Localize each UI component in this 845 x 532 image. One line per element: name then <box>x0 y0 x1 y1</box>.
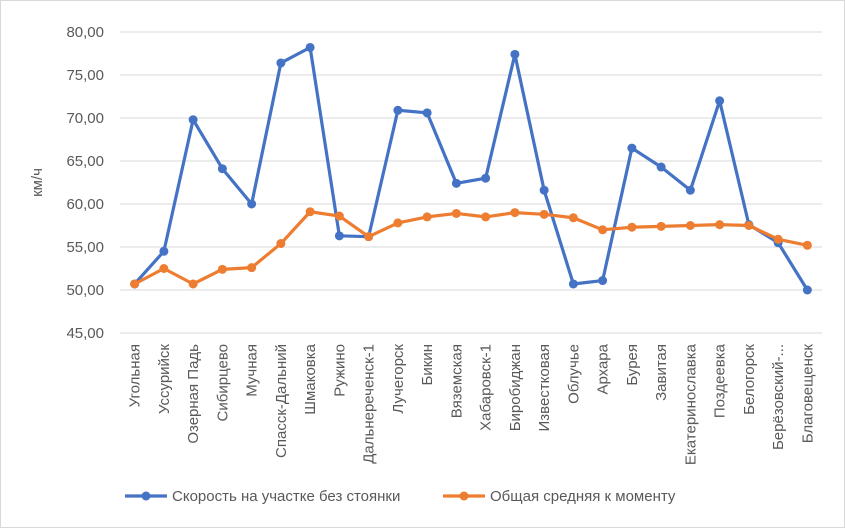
data-point <box>188 115 198 125</box>
y-tick-label: 65,00 <box>66 153 104 170</box>
data-point <box>130 279 140 289</box>
data-point <box>510 49 520 59</box>
legend: Скорость на участке без стоянки Общая сре… <box>125 488 676 505</box>
x-tick-label: Уссурийск <box>156 344 173 414</box>
y-axis-ticks: 45,00 50,00 55,00 60,00 65,00 70,00 75,00 80,00 <box>66 24 104 342</box>
x-tick-label: Дальнереченск-1 <box>361 344 378 464</box>
x-tick-label: Бурея <box>624 344 641 386</box>
x-tick-label: Вяземская <box>448 344 465 418</box>
data-point <box>451 208 461 218</box>
y-tick-label: 55,00 <box>66 239 104 256</box>
x-tick-label: Бикин <box>419 344 436 385</box>
data-point <box>627 143 637 153</box>
series-2 <box>130 207 812 289</box>
y-tick-label: 50,00 <box>66 282 104 299</box>
series-1 <box>130 42 812 295</box>
data-point <box>568 279 578 289</box>
data-point <box>773 234 783 244</box>
data-point <box>481 212 491 222</box>
data-point <box>276 239 286 249</box>
gridlines <box>120 31 822 334</box>
x-axis-categories: Угольная Уссурийск Озерная Падь Сибирцево Му… <box>127 343 817 465</box>
x-tick-label: Берёзовский-... <box>770 344 787 450</box>
y-tick-label: 45,00 <box>66 325 104 342</box>
data-point <box>364 232 374 242</box>
data-point <box>422 212 432 222</box>
data-point <box>568 213 578 223</box>
legend-swatch-marker <box>141 491 151 501</box>
x-tick-label: Сибирцево <box>214 344 231 421</box>
legend-swatch-marker <box>459 491 469 501</box>
data-point <box>715 220 725 230</box>
data-point <box>715 96 725 106</box>
x-tick-label: Поздеевка <box>712 343 729 418</box>
legend-item: Скорость на участке без стоянки <box>125 488 400 505</box>
series-layer <box>130 42 812 295</box>
data-point <box>334 211 344 221</box>
data-point <box>451 178 461 188</box>
data-point <box>656 162 666 172</box>
data-point <box>393 218 403 228</box>
data-point <box>247 263 257 273</box>
x-tick-label: Угольная <box>127 344 144 407</box>
data-point <box>539 209 549 219</box>
y-tick-label: 60,00 <box>66 196 104 213</box>
data-point <box>802 285 812 295</box>
x-tick-label: Ружино <box>331 344 348 397</box>
data-point <box>744 221 754 230</box>
legend-item: Общая средняя к моменту <box>443 488 676 505</box>
data-point <box>393 105 403 115</box>
series-line <box>133 45 809 292</box>
legend-label: Скорость на участке без стоянки <box>172 488 400 505</box>
x-tick-label: Шмаковка <box>302 343 319 414</box>
data-point <box>247 199 257 209</box>
x-tick-label: Архара <box>595 343 612 394</box>
y-tick-label: 80,00 <box>66 24 104 41</box>
x-tick-label: Хабаровск-1 <box>478 344 495 431</box>
data-point <box>188 279 198 289</box>
data-point <box>685 185 695 195</box>
y-tick-label: 70,00 <box>66 110 104 127</box>
data-point <box>598 225 608 235</box>
x-tick-label: Завитая <box>653 344 670 401</box>
data-point <box>305 207 315 217</box>
data-point <box>656 221 666 231</box>
x-tick-label: Озерная Падь <box>185 344 202 444</box>
data-point <box>159 246 169 256</box>
data-point <box>539 185 549 195</box>
x-tick-label: Облучье <box>565 344 582 404</box>
data-point <box>627 222 637 232</box>
x-tick-label: Биробиджан <box>507 344 524 431</box>
data-point <box>217 264 227 274</box>
data-point <box>685 221 695 230</box>
x-tick-label: Спасск-Дальний <box>273 344 290 458</box>
series-line <box>133 210 809 286</box>
data-point <box>598 276 608 286</box>
legend-label: Общая средняя к моменту <box>490 488 676 505</box>
x-tick-label: Благовещенск <box>799 344 816 444</box>
x-tick-label: Екатеринославка <box>682 343 699 465</box>
data-point <box>510 208 520 218</box>
x-tick-label: Белогорск <box>741 344 758 415</box>
data-point <box>422 108 432 118</box>
x-tick-label: Мучная <box>244 344 261 397</box>
data-point <box>305 42 315 52</box>
y-tick-label: 75,00 <box>66 67 104 84</box>
x-tick-label: Лучегорск <box>390 344 407 414</box>
data-point <box>217 164 227 174</box>
data-point <box>159 264 169 273</box>
x-tick-label: Известковая <box>536 344 553 432</box>
y-axis-label: км/ч <box>29 168 46 197</box>
data-point <box>481 173 491 183</box>
data-point <box>802 240 812 250</box>
data-point <box>276 58 286 68</box>
data-point <box>334 231 344 241</box>
